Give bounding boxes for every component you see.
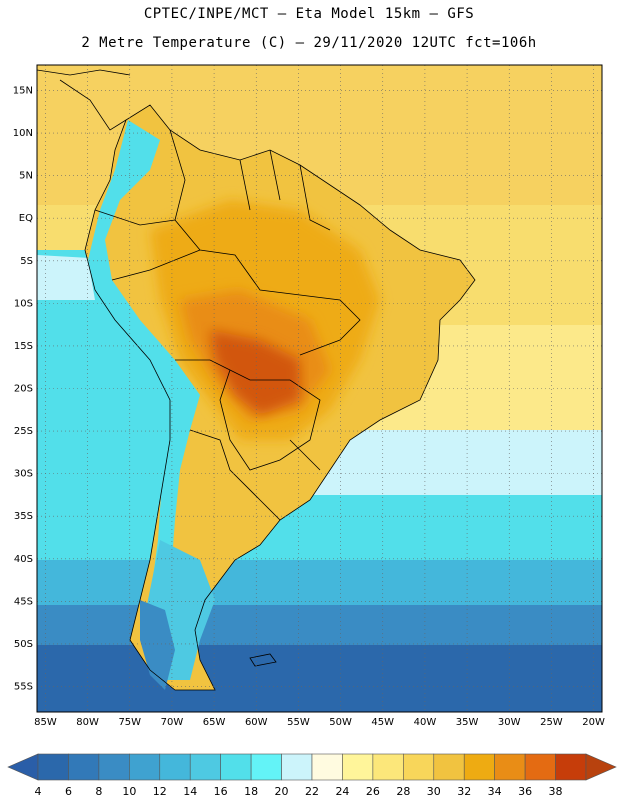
lat-tick-label: 40S	[14, 554, 33, 565]
lon-tick-label: 40W	[414, 717, 437, 728]
map-frame	[36, 64, 603, 713]
lat-tick-label: 50S	[14, 639, 33, 650]
colorbar-label: 8	[95, 785, 102, 798]
map-title-line1: CPTEC/INPE/MCT – Eta Model 15km – GFS	[143, 6, 475, 22]
coastlines-borders	[37, 69, 476, 691]
temperature-field	[37, 65, 602, 712]
colorbar-label: 30	[427, 785, 441, 798]
colorbar-label: 36	[518, 785, 532, 798]
colorbar-swatch	[37, 753, 69, 781]
colorbar-swatch	[311, 753, 343, 781]
lat-tick-label: 15S	[14, 341, 33, 352]
andes-ridge	[88, 120, 200, 640]
colorbar-label: 26	[366, 785, 380, 798]
colorbar-label: 12	[153, 785, 167, 798]
lat-tick-label: 55S	[14, 681, 33, 692]
colorbar-label: 32	[457, 785, 471, 798]
colorbar-swatch	[98, 753, 130, 781]
falkland-islands	[249, 653, 277, 667]
lat-tick-label: 15N	[13, 86, 33, 97]
lon-tick-label: 30W	[498, 717, 521, 728]
latitude-ticks: 15N 10N 5N EQ 5S 10S 15S 20S 25S 30S 35S 40S 45S 50S 5…	[13, 86, 33, 693]
colorbar-swatch	[403, 753, 435, 781]
lat-tick-label: EQ	[19, 213, 33, 224]
colorbar-label: 16	[214, 785, 228, 798]
lon-tick-label: 25W	[540, 717, 563, 728]
lon-tick-label: 65W	[203, 717, 226, 728]
colorbar: 4 6 8 10 12 14 16 18 20 22 24 26 28 30 32 34 36 38	[7, 753, 617, 798]
ocean-cooler-band	[37, 560, 602, 610]
colorbar-swatch	[463, 753, 495, 781]
lon-tick-label: 60W	[245, 717, 268, 728]
colorbar-swatch	[250, 753, 282, 781]
colorbar-swatch	[342, 753, 374, 781]
colorbar-label: 20	[275, 785, 289, 798]
colorbar-label: 4	[35, 785, 42, 798]
lon-tick-label: 55W	[287, 717, 310, 728]
lat-tick-label: 30S	[14, 469, 33, 480]
lon-tick-label: 50W	[329, 717, 352, 728]
lon-tick-label: 80W	[76, 717, 99, 728]
colorbar-label: 18	[244, 785, 258, 798]
lon-tick-label: 70W	[161, 717, 184, 728]
lon-tick-label: 75W	[118, 717, 141, 728]
ocean-cold-band	[37, 605, 602, 650]
lon-tick-label: 45W	[371, 717, 394, 728]
lat-tick-label: 5N	[19, 171, 33, 182]
colorbar-label: 38	[549, 785, 563, 798]
colorbar-swatch	[189, 753, 221, 781]
colorbar-swatch	[372, 753, 404, 781]
lat-tick-label: 10S	[14, 298, 33, 309]
colorbar-low-arrow	[7, 753, 39, 781]
colorbar-swatch	[220, 753, 252, 781]
lat-tick-label: 35S	[14, 511, 33, 522]
colorbar-swatch	[281, 753, 313, 781]
colorbar-swatch	[524, 753, 556, 781]
colorbar-label: 10	[122, 785, 136, 798]
lat-tick-label: 45S	[14, 596, 33, 607]
colorbar-swatch	[494, 753, 526, 781]
lat-tick-label: 5S	[20, 256, 33, 267]
lon-tick-label: 20W	[582, 717, 605, 728]
colorbar-label: 28	[396, 785, 410, 798]
lat-tick-label: 10N	[13, 128, 33, 139]
colorbar-swatch	[159, 753, 191, 781]
colorbar-swatch	[555, 753, 587, 781]
colorbar-label: 14	[183, 785, 197, 798]
map-title-line2: 2 Metre Temperature (C) – 29/11/2020 12U…	[81, 35, 537, 51]
colorbar-label: 24	[335, 785, 349, 798]
ocean-coldest-band	[37, 645, 602, 712]
lon-tick-label: 85W	[34, 717, 57, 728]
colorbar-label: 34	[488, 785, 502, 798]
lon-tick-label: 35W	[456, 717, 479, 728]
colorbar-label: 22	[305, 785, 319, 798]
pacific-cool-tongue	[37, 250, 170, 520]
longitude-ticks: 85W 80W 75W 70W 65W 60W 55W 50W 45W 40W 35W 30W 25W 2…	[34, 717, 605, 728]
colorbar-high-arrow	[585, 753, 617, 781]
colorbar-swatch	[68, 753, 100, 781]
lat-tick-label: 25S	[14, 426, 33, 437]
lat-tick-label: 20S	[14, 384, 33, 395]
colorbar-swatch	[129, 753, 161, 781]
colorbar-label: 6	[65, 785, 72, 798]
colorbar-swatch	[433, 753, 465, 781]
hottest-core	[210, 330, 300, 415]
